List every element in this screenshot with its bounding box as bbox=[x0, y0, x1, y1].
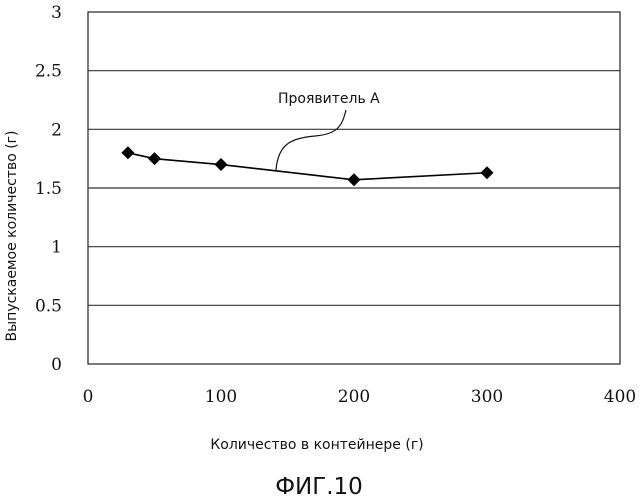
data-point bbox=[148, 152, 161, 165]
data-point bbox=[348, 173, 361, 186]
y-tick-label: 2 bbox=[51, 120, 62, 140]
y-axis-label: Выпускаемое количество (г) bbox=[4, 131, 20, 342]
y-tick-label: 1.5 bbox=[35, 179, 62, 199]
series-group bbox=[121, 146, 493, 186]
data-point bbox=[215, 158, 228, 171]
y-tick-label: 3 bbox=[51, 3, 62, 23]
annotation-label: Проявитель А bbox=[278, 91, 380, 107]
y-tick-label: 0.5 bbox=[35, 296, 62, 316]
y-tick-label: 2.5 bbox=[35, 62, 62, 82]
x-tick-label: 300 bbox=[471, 387, 503, 407]
annotation-leader bbox=[276, 110, 346, 170]
y-tick-label: 0 bbox=[51, 355, 62, 375]
x-tick-label: 0 bbox=[83, 387, 94, 407]
figure-caption: ФИГ.10 bbox=[275, 474, 363, 500]
x-axis-label: Количество в контейнере (г) bbox=[210, 437, 423, 453]
y-ticks: 0 0.5 1 1.5 2 2.5 3 bbox=[35, 3, 62, 375]
series-line bbox=[128, 153, 487, 180]
x-tick-label: 200 bbox=[338, 387, 370, 407]
data-point bbox=[121, 146, 134, 159]
y-tick-label: 1 bbox=[51, 238, 62, 258]
x-tick-label: 400 bbox=[604, 387, 636, 407]
x-tick-label: 100 bbox=[205, 387, 237, 407]
x-ticks: 0 100 200 300 400 bbox=[83, 387, 637, 407]
data-point bbox=[481, 166, 494, 179]
